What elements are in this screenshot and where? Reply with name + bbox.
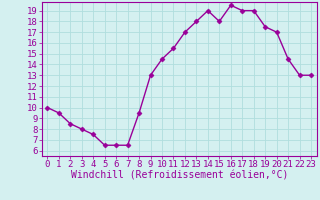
X-axis label: Windchill (Refroidissement éolien,°C): Windchill (Refroidissement éolien,°C)	[70, 171, 288, 181]
